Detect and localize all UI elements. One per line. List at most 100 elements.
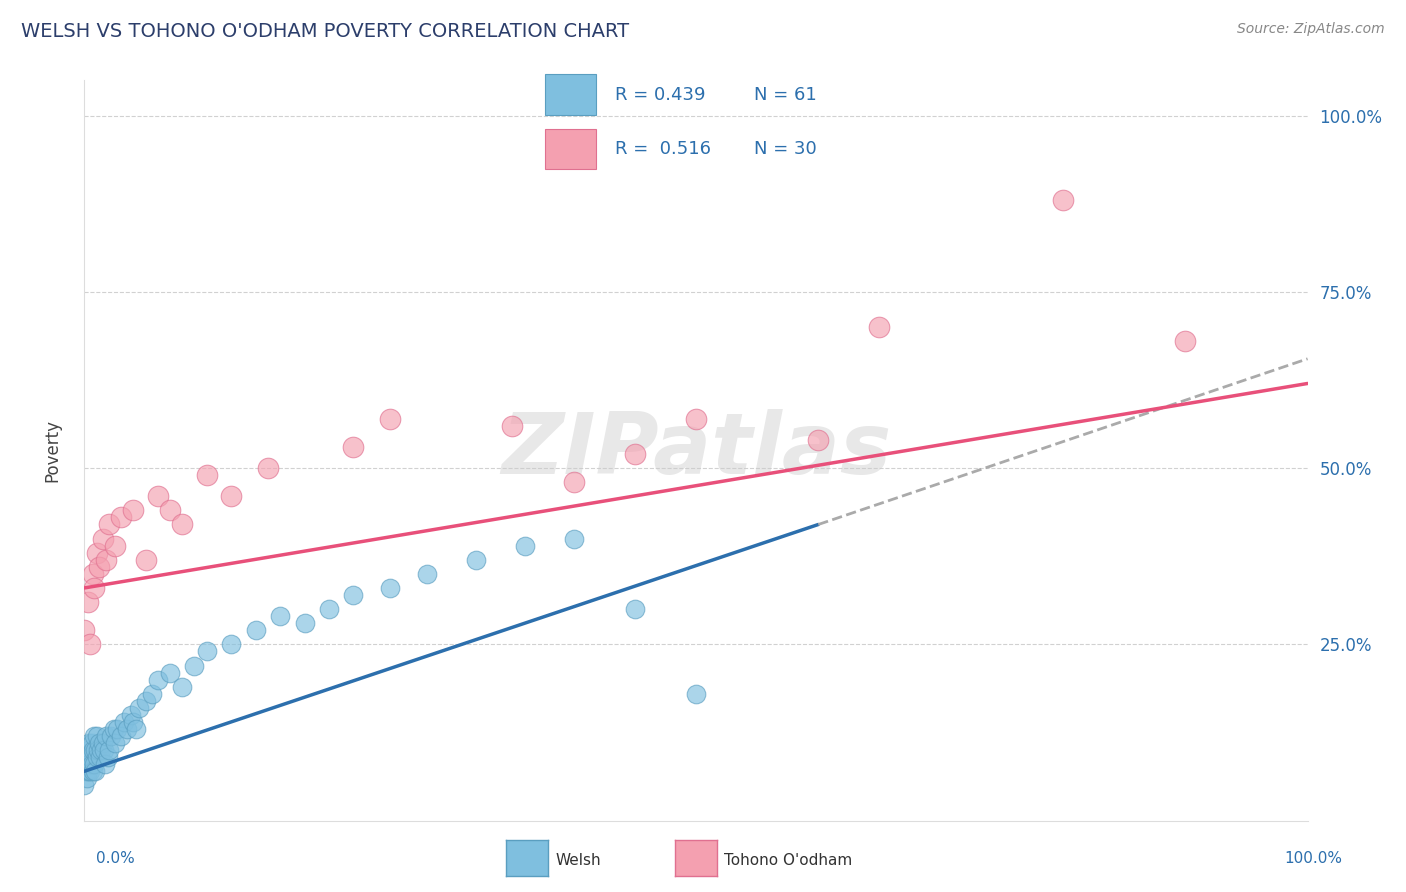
Point — [104, 539, 127, 553]
Point — [93, 743, 115, 757]
Point — [79, 764, 101, 779]
Point — [135, 694, 157, 708]
Point — [159, 503, 181, 517]
Point — [183, 658, 205, 673]
Point — [195, 468, 218, 483]
Point — [342, 440, 364, 454]
Text: 0.0%: 0.0% — [96, 851, 135, 865]
Point — [97, 517, 120, 532]
Point — [84, 743, 107, 757]
Point — [416, 566, 439, 581]
Point — [100, 729, 122, 743]
Text: Welsh: Welsh — [555, 854, 600, 868]
Text: N = 61: N = 61 — [754, 86, 817, 103]
Point — [97, 743, 120, 757]
Point — [219, 637, 242, 651]
Point — [79, 750, 101, 764]
Point — [91, 532, 114, 546]
Point — [120, 707, 142, 722]
Point — [79, 637, 101, 651]
Point — [141, 687, 163, 701]
Point — [76, 772, 98, 786]
Text: 100.0%: 100.0% — [1285, 851, 1343, 865]
Point — [146, 673, 169, 687]
Point — [219, 489, 242, 503]
Point — [110, 729, 132, 743]
Point — [91, 736, 114, 750]
Point — [685, 411, 707, 425]
Point — [83, 581, 105, 595]
Point — [342, 588, 364, 602]
Point — [115, 722, 138, 736]
Point — [172, 680, 194, 694]
Point — [103, 722, 125, 736]
Point — [135, 553, 157, 567]
Text: N = 30: N = 30 — [754, 140, 817, 159]
Point — [84, 764, 107, 779]
Y-axis label: Poverty: Poverty — [44, 419, 62, 482]
Point — [87, 736, 110, 750]
Point — [77, 736, 100, 750]
Point — [562, 532, 585, 546]
Point — [83, 729, 105, 743]
Point — [159, 665, 181, 680]
Point — [105, 722, 128, 736]
FancyBboxPatch shape — [546, 74, 596, 114]
Point — [807, 433, 830, 447]
Point — [76, 750, 98, 764]
Point — [86, 729, 108, 743]
Point — [82, 566, 104, 581]
Point — [1174, 334, 1197, 348]
Text: WELSH VS TOHONO O'ODHAM POVERTY CORRELATION CHART: WELSH VS TOHONO O'ODHAM POVERTY CORRELAT… — [21, 22, 630, 41]
Text: R = 0.439: R = 0.439 — [614, 86, 706, 103]
Point — [96, 553, 118, 567]
Point — [96, 729, 118, 743]
Point — [624, 602, 647, 616]
Point — [82, 743, 104, 757]
Point — [380, 411, 402, 425]
Point — [125, 722, 148, 736]
Point — [112, 714, 135, 729]
Point — [122, 503, 145, 517]
Point — [87, 559, 110, 574]
Point — [624, 447, 647, 461]
Text: Tohono O'odham: Tohono O'odham — [724, 854, 852, 868]
Text: R =  0.516: R = 0.516 — [614, 140, 710, 159]
Point — [83, 757, 105, 772]
Point — [513, 539, 536, 553]
Point — [86, 750, 108, 764]
Point — [562, 475, 585, 490]
Point — [172, 517, 194, 532]
Point — [245, 624, 267, 638]
Point — [294, 616, 316, 631]
Point — [89, 750, 111, 764]
Point — [82, 764, 104, 779]
Point — [464, 553, 486, 567]
Point — [318, 602, 340, 616]
Text: ZIPatlas: ZIPatlas — [501, 409, 891, 492]
Text: Source: ZipAtlas.com: Source: ZipAtlas.com — [1237, 22, 1385, 37]
Point — [1052, 193, 1074, 207]
Point — [94, 757, 117, 772]
Point — [502, 418, 524, 433]
Point — [110, 510, 132, 524]
Point — [87, 743, 110, 757]
Point — [73, 624, 96, 638]
Point — [77, 764, 100, 779]
Point — [104, 736, 127, 750]
Point — [257, 461, 280, 475]
Point — [90, 743, 112, 757]
Point — [128, 701, 150, 715]
Point — [75, 764, 97, 779]
Point — [77, 595, 100, 609]
FancyBboxPatch shape — [546, 128, 596, 169]
Point — [97, 750, 120, 764]
Point — [77, 743, 100, 757]
Point — [80, 736, 103, 750]
Point — [77, 757, 100, 772]
Point — [269, 609, 291, 624]
Point — [685, 687, 707, 701]
Point — [869, 320, 891, 334]
Point — [86, 546, 108, 560]
Point — [80, 757, 103, 772]
